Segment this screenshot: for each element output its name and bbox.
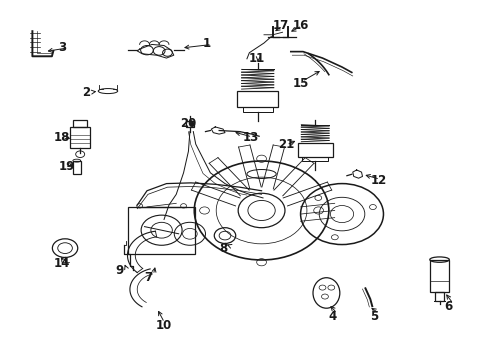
Circle shape (190, 123, 194, 126)
Bar (128, 207, 194, 253)
Polygon shape (352, 170, 362, 178)
Text: 13: 13 (242, 131, 258, 144)
Bar (73, 120, 87, 127)
Text: 12: 12 (369, 174, 386, 187)
Text: 16: 16 (292, 19, 308, 32)
Bar (242, 107, 272, 112)
Text: 20: 20 (180, 117, 196, 130)
Text: 21: 21 (277, 138, 293, 151)
Text: 2: 2 (82, 86, 91, 99)
Bar (297, 143, 332, 157)
Bar (73, 161, 81, 174)
Bar (237, 91, 278, 107)
Text: 11: 11 (248, 51, 264, 64)
Text: 8: 8 (219, 242, 227, 255)
Text: 18: 18 (53, 131, 70, 144)
Text: 14: 14 (53, 257, 70, 270)
Text: 1: 1 (203, 37, 211, 50)
Text: 17: 17 (272, 19, 288, 32)
Text: 15: 15 (292, 77, 308, 90)
Polygon shape (137, 44, 173, 58)
Text: 4: 4 (328, 310, 336, 324)
Bar (302, 157, 327, 161)
Bar (185, 121, 193, 127)
Bar (429, 260, 448, 292)
Polygon shape (211, 127, 224, 134)
Text: 7: 7 (144, 271, 152, 284)
Bar (434, 292, 443, 301)
Text: 3: 3 (58, 41, 66, 54)
Text: 5: 5 (369, 310, 378, 324)
Text: 10: 10 (155, 319, 171, 332)
Bar (70, 127, 90, 148)
Text: 19: 19 (58, 160, 75, 173)
Text: 6: 6 (444, 300, 452, 313)
Text: 9: 9 (116, 264, 124, 277)
